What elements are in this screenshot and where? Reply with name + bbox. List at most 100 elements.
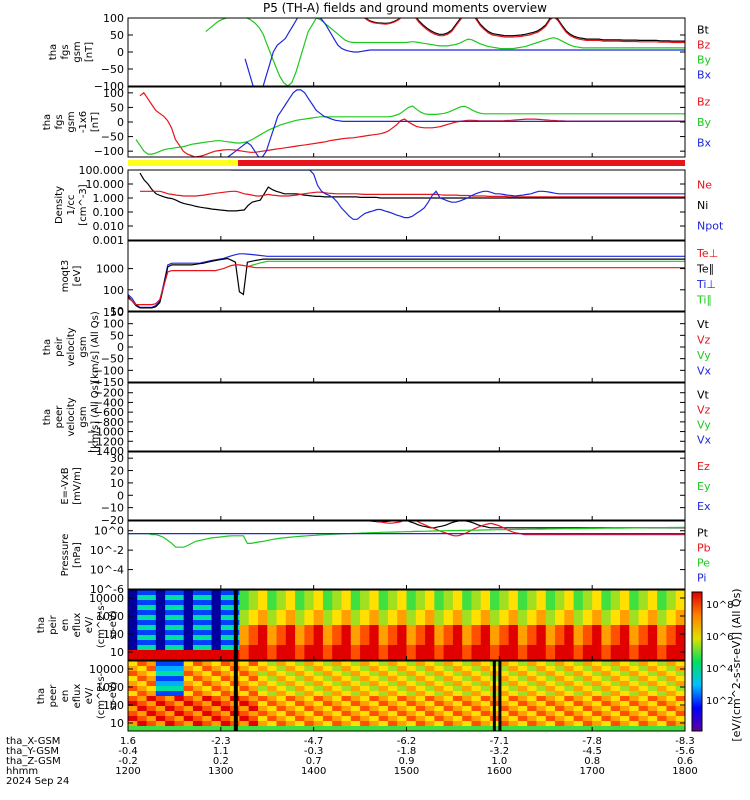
heatmap-cell [128, 635, 138, 641]
heatmap-cell [490, 615, 500, 621]
heatmap-cell [471, 681, 482, 687]
heatmap-cell [313, 671, 324, 677]
heatmap-cell [304, 605, 315, 611]
heatmap-cell [397, 610, 408, 616]
heatmap-cell [647, 620, 658, 626]
heatmap-cell [322, 635, 333, 641]
heatmap-cell [480, 650, 491, 656]
heatmap-cell [369, 650, 380, 656]
heatmap-cell [582, 676, 593, 682]
heatmap-cell [638, 706, 649, 712]
heatmap-cell [146, 650, 157, 656]
heatmap-cell [573, 726, 584, 731]
heatmap-cell [415, 655, 426, 660]
heatmap-cell [415, 650, 426, 656]
heatmap-cell [387, 711, 398, 717]
heatmap-cell [387, 691, 398, 697]
heatmap-cell [285, 691, 296, 697]
heatmap-cell [211, 706, 222, 712]
heatmap-cell [415, 701, 426, 707]
heatmap-cell [499, 686, 510, 692]
heatmap-cell [239, 655, 250, 660]
heatmap-cell [211, 615, 222, 621]
heatmap-cell [332, 696, 343, 702]
heatmap-cell [620, 630, 630, 636]
heatmap-cell [610, 671, 621, 677]
heatmap-cell [527, 686, 538, 692]
heatmap-cell [192, 681, 203, 687]
heatmap-cell [462, 676, 473, 682]
heatmap-cell [629, 600, 640, 606]
heatmap-cell [582, 605, 593, 611]
heatmap-cell [490, 645, 500, 651]
heatmap-cell [452, 666, 463, 672]
legend-entry: Vz [697, 404, 711, 417]
heatmap-cell [202, 630, 213, 636]
heatmap-cell [527, 595, 538, 601]
heatmap-cell [592, 615, 603, 621]
heatmap-cell [452, 716, 463, 722]
heatmap-cell [174, 640, 185, 646]
heatmap-cell [480, 600, 491, 606]
legend-entry: By [697, 116, 712, 129]
heatmap-cell [202, 701, 213, 707]
heatmap-cell [629, 640, 640, 646]
heatmap-cell [369, 661, 380, 667]
heatmap-cell [128, 590, 138, 596]
heatmap-cell [620, 605, 630, 611]
heatmap-cell [452, 625, 463, 631]
heatmap-cell [462, 681, 473, 687]
heatmap-cell [443, 620, 454, 626]
series-line-p2-red [139, 91, 685, 157]
heatmap-cell [165, 645, 176, 651]
heatmap-cell [304, 590, 315, 596]
heatmap-cell [499, 635, 510, 641]
heatmap-cell [555, 630, 565, 636]
heatmap-cell [322, 696, 333, 702]
heatmap-cell [211, 640, 222, 646]
heatmap-cell [666, 630, 677, 636]
heatmap-cell [313, 635, 324, 641]
heatmap-cell [350, 605, 361, 611]
heatmap-cell [620, 721, 630, 727]
heatmap-cell [360, 696, 370, 702]
heatmap-cell [675, 721, 685, 727]
heatmap-cell [629, 590, 640, 596]
heatmap-cell [239, 605, 250, 611]
heatmap-cell [202, 691, 213, 697]
heatmap-cell [452, 635, 463, 641]
heatmap-cell [137, 696, 148, 702]
heatmap-cell [192, 676, 203, 682]
heatmap-cell [406, 640, 417, 646]
heatmap-cell [490, 620, 500, 626]
x-tick-label: 1200 [115, 766, 140, 777]
heatmap-cell [425, 706, 435, 712]
heatmap-cell [517, 635, 528, 641]
heatmap-cell [341, 671, 352, 677]
series-line-p1-green [205, 18, 685, 86]
heatmap-cell [332, 595, 343, 601]
heatmap-cell [527, 625, 538, 631]
heatmap-cell [601, 640, 612, 646]
heatmap-cell [517, 650, 528, 656]
heatmap-cell [220, 590, 231, 596]
heatmap-cell [304, 610, 315, 616]
heatmap-cell [239, 706, 250, 712]
heatmap-cell [267, 610, 278, 616]
heatmap-cell [174, 726, 185, 731]
heatmap-cell [629, 645, 640, 651]
heatmap-cell [285, 676, 296, 682]
heatmap-cell [192, 711, 203, 717]
heatmap-cell [657, 620, 668, 626]
heatmap-cell [202, 600, 213, 606]
heatmap-cell [471, 686, 482, 692]
heatmap-cell [183, 625, 194, 631]
heatmap-cell [360, 625, 370, 631]
heatmap-cell [666, 655, 677, 660]
heatmap-cell [128, 711, 138, 717]
heatmap-cell [146, 645, 157, 651]
heatmap-cell [322, 726, 333, 731]
heatmap-cell [165, 671, 176, 677]
panel-frame [127, 17, 686, 87]
heatmap-cell [304, 701, 315, 707]
